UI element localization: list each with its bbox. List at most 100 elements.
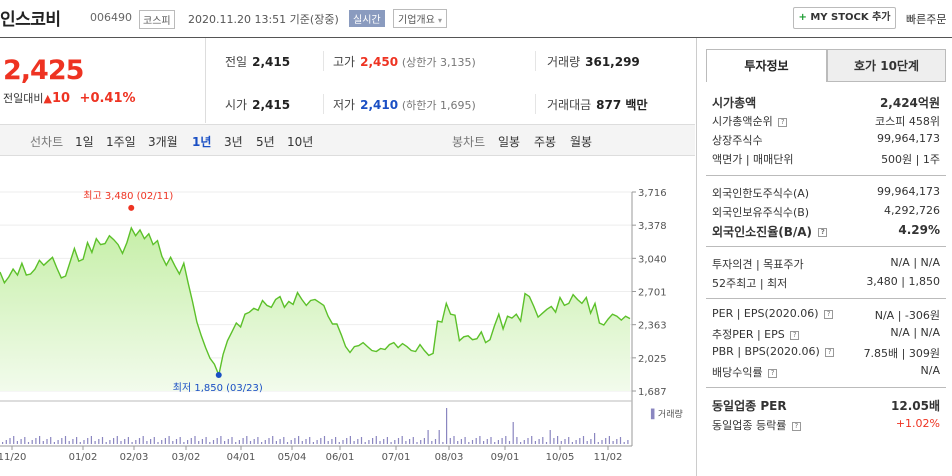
volume-bar (386, 437, 388, 444)
volume: 거래량 361,299 (547, 53, 640, 70)
info-row: 시가총액순위 ? 코스피 458위 (712, 115, 940, 128)
tab-investment-info[interactable]: 투자정보 (706, 49, 827, 82)
volume-bar (175, 439, 178, 444)
volume-bar (527, 438, 529, 444)
volume-bar (268, 438, 270, 444)
company-overview-label: 기업개요 (398, 15, 435, 26)
volume-bar (220, 436, 222, 444)
volume-bar (142, 436, 144, 444)
price-chart[interactable]: 3,716 3,378 3,040 2,701 2,363 2,025 1,687 최고 3… (0, 157, 695, 476)
y-tick-label: 2,701 (638, 288, 667, 299)
volume-bar (468, 442, 470, 444)
volume-bar (275, 441, 277, 444)
volume-bar (216, 438, 218, 444)
volume-bar (357, 439, 359, 444)
tab-daily[interactable]: 일봉 (498, 135, 521, 149)
volume-bar (120, 441, 122, 444)
help-icon[interactable]: ? (791, 421, 801, 431)
volume-bar (331, 439, 333, 444)
volume-bar (150, 439, 152, 444)
volume-bar (39, 436, 41, 444)
tab-order-book[interactable]: 호가 10단계 (827, 49, 946, 82)
volume-bar (246, 436, 248, 444)
volume-bar (545, 442, 548, 444)
divider (706, 175, 946, 176)
open-price: 시가 2,415 (225, 96, 290, 113)
volume-bar (127, 437, 129, 444)
quick-order-link[interactable]: 빠른주문 (906, 13, 947, 26)
realtime-button[interactable]: 실시간 (349, 10, 385, 27)
help-icon[interactable]: ? (768, 368, 778, 378)
volume-bar (146, 441, 148, 444)
low-value: 2,410 (360, 98, 399, 112)
tab-monthly[interactable]: 월봉 (570, 135, 593, 149)
volume-bar (438, 430, 440, 444)
volume-bar (483, 441, 485, 444)
volume-bar (364, 442, 366, 444)
volume-bar (375, 436, 377, 444)
volume-bar (497, 440, 499, 444)
volume-bar (520, 442, 522, 444)
volume-label: 거래량 (547, 55, 581, 69)
volume-bar (420, 440, 422, 444)
volume-bar (564, 439, 566, 444)
volume-bar (349, 436, 351, 444)
tab-weekly[interactable]: 주봉 (534, 135, 557, 149)
x-tick-label: 10/05 (546, 452, 575, 463)
volume-value: 361,299 (585, 55, 640, 69)
volume-bar (231, 437, 233, 444)
volume-bar (124, 439, 126, 444)
info-row: 시가총액 2,424억원 (712, 96, 940, 110)
volume-bar (360, 437, 363, 444)
tab-1y[interactable]: 1년 (192, 135, 212, 149)
tab-1w[interactable]: 1주일 (106, 135, 136, 149)
tab-3m[interactable]: 3개월 (148, 135, 178, 149)
stock-code: 006490 (90, 11, 132, 24)
info-row: 배당수익률 ? N/A (712, 364, 940, 379)
add-my-stock-button[interactable]: + MY STOCK 추가 (793, 7, 896, 29)
divider (323, 94, 324, 114)
prev-close: 전일 2,415 (225, 53, 290, 70)
volume-bar (538, 439, 540, 444)
help-icon[interactable]: ? (778, 117, 788, 127)
help-icon[interactable]: ? (790, 330, 800, 340)
x-tick-label: 05/04 (278, 452, 307, 463)
volume-bar (460, 439, 462, 444)
volume-bar (5, 440, 7, 444)
stock-name: 인스코비 (0, 10, 61, 30)
volume-bar (283, 437, 285, 444)
price-area (0, 227, 630, 391)
low-price: 저가 2,410 (하한가 1,695) (333, 96, 476, 113)
volume-bar (68, 441, 70, 444)
volume-bar (457, 441, 459, 444)
volume-bar (257, 437, 259, 444)
volume-bar (238, 440, 240, 444)
up-triangle-icon: ▲ (43, 92, 52, 105)
volume-bar (557, 436, 559, 444)
volume-bar (505, 436, 507, 444)
help-icon[interactable]: ? (825, 347, 835, 357)
divider (706, 246, 946, 247)
y-tick-label: 1,687 (638, 387, 667, 398)
volume-bar (168, 436, 170, 444)
volume-bar (412, 437, 414, 444)
help-icon[interactable]: ? (818, 228, 828, 237)
tab-1d[interactable]: 1일 (75, 135, 94, 149)
tab-10y[interactable]: 10년 (287, 135, 314, 149)
current-price: 2,425 (3, 55, 84, 86)
volume-bar (416, 442, 418, 444)
min-point (215, 372, 222, 379)
company-overview-dropdown[interactable]: 기업개요 ▾ (393, 9, 448, 28)
x-tick-label: 07/01 (382, 452, 411, 463)
x-tick-label: 04/01 (227, 452, 256, 463)
tab-3y[interactable]: 3년 (224, 135, 243, 149)
volume-bar (227, 439, 229, 444)
volume-bar (568, 437, 570, 444)
tab-5y[interactable]: 5년 (256, 135, 275, 149)
volume-bar (16, 441, 18, 444)
help-icon[interactable]: ? (824, 309, 834, 319)
max-label: 최고 3,480 (02/11) (83, 190, 173, 202)
volume-legend: ▌거래량 (650, 408, 683, 420)
info-row: 동일업종 등락률 ? +1.02% (712, 417, 940, 432)
x-tick-label: 01/02 (69, 452, 98, 463)
